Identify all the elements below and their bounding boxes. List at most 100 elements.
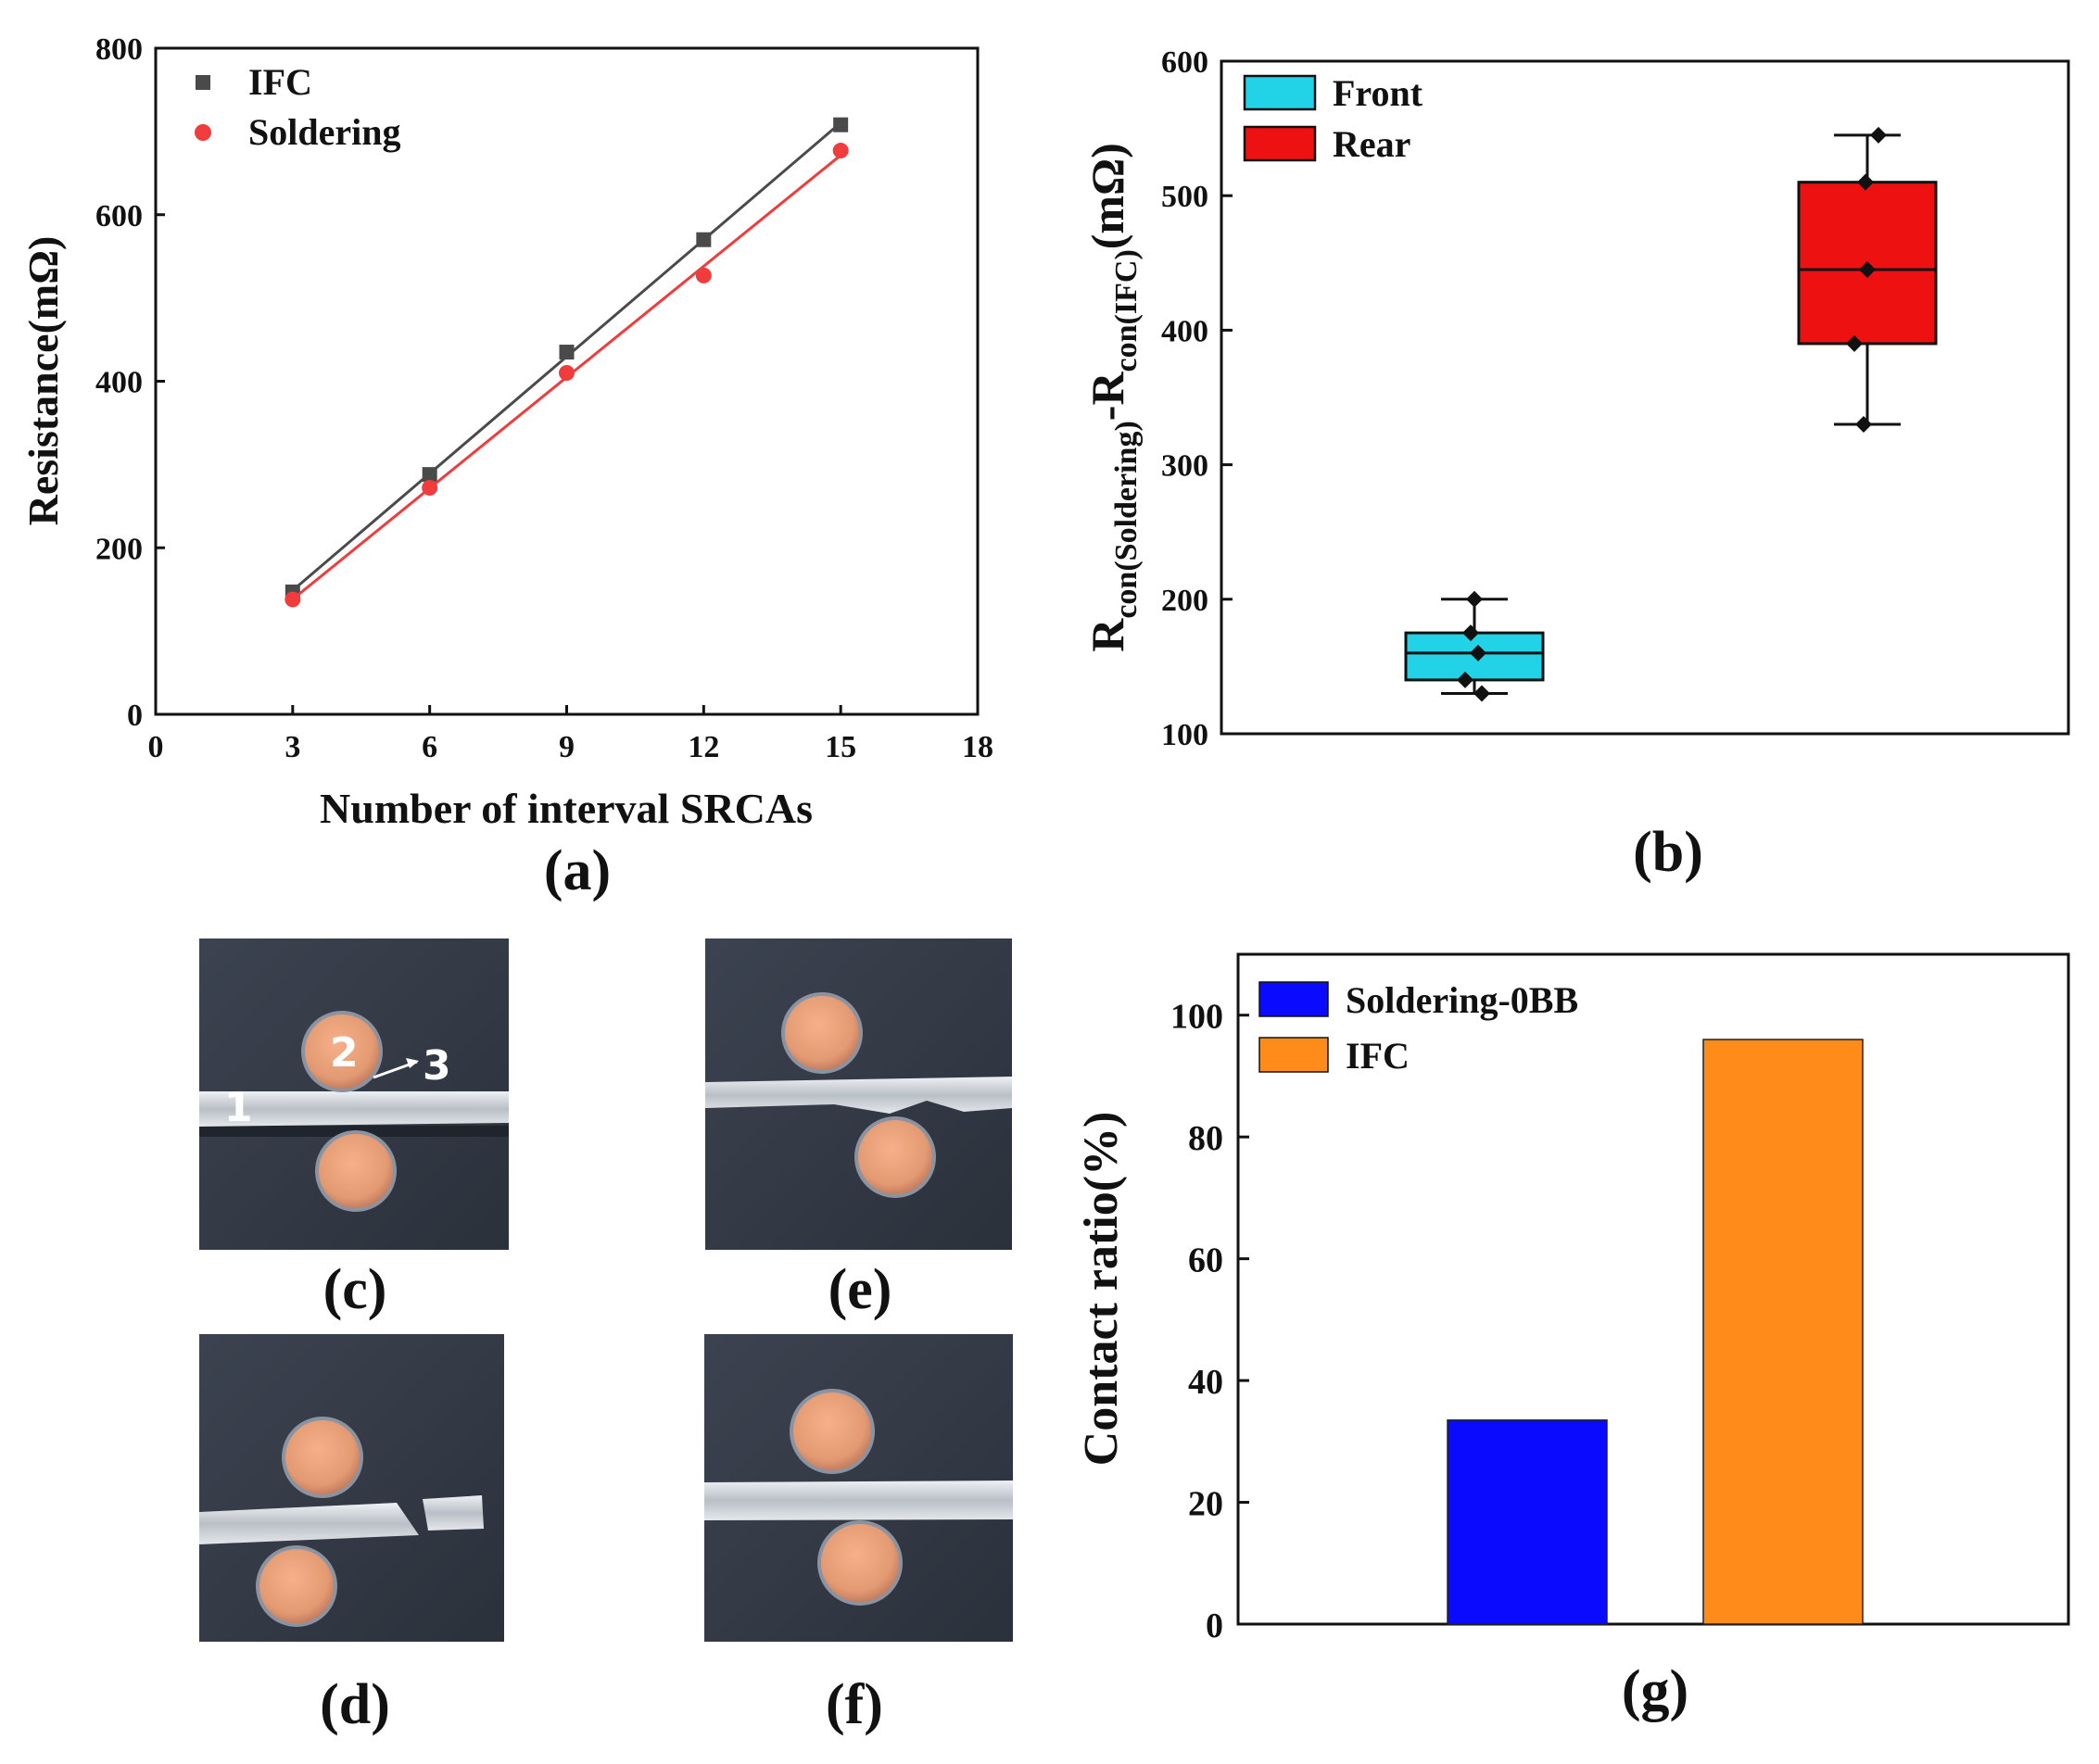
chart-b-frame: [1220, 59, 2070, 736]
chart-b-boxplot: 100 200 300 400 500 600 Front Rear Rcon(Solde…: [1081, 45, 2070, 884]
panel-label-c: (c): [323, 1258, 387, 1321]
b-ytick-label: 200: [1161, 584, 1208, 618]
panel-label-g: (g): [1622, 1659, 1688, 1722]
a-point-soldering: [832, 143, 849, 159]
g-bar-ifc: [1702, 1039, 1864, 1625]
b-point-front: [1466, 590, 1483, 608]
legend-swatch-soldering-0bb: [1258, 981, 1329, 1017]
legend-front-label: Front: [1333, 72, 1423, 114]
b-ytick-label: 300: [1161, 449, 1208, 484]
a-point-soldering: [559, 365, 575, 382]
b-box-rear: [1797, 181, 1938, 346]
legend-swatch-ifc: [1258, 1037, 1329, 1073]
b-ytick-label: 400: [1161, 314, 1208, 348]
b-point-front: [1470, 644, 1486, 662]
annotation-3: 3: [423, 1042, 451, 1090]
g-ytick-label: 20: [1188, 1485, 1223, 1524]
panel-label-e: (e): [828, 1258, 892, 1321]
micrograph-d-bg: [199, 1334, 504, 1642]
a-point-soldering: [422, 480, 438, 497]
b-ytick-label: 600: [1161, 45, 1208, 80]
ylabel-unit: (mΩ): [1081, 143, 1133, 249]
a-point-ifc: [422, 467, 437, 483]
micrograph-e-ribbon: [705, 1077, 1012, 1114]
a-xtick-label: 18: [962, 730, 993, 764]
panel-label-f: (f): [826, 1673, 883, 1736]
chart-b-ticks: 100 200 300 400 500 600: [1161, 45, 1233, 752]
a-xtick-label: 15: [825, 730, 856, 764]
legend-soldering-label: Soldering: [248, 111, 400, 153]
g-ytick-label: 80: [1188, 1119, 1223, 1158]
chart-a-ticks: 0 3 6 9 12 15 18 0 200 400 600 800: [95, 32, 993, 764]
chart-a-ylabel: Resistance(mΩ): [19, 236, 67, 526]
b-ytick-label: 500: [1161, 180, 1208, 214]
legend-ifc-label: IFC: [248, 61, 312, 103]
legend-marker-ifc: [196, 75, 210, 90]
ylabel-sub1: con(Soldering): [1109, 421, 1144, 618]
g-ytick-label: 60: [1188, 1241, 1223, 1280]
a-ytick-label: 800: [95, 32, 143, 67]
micrograph-f-wire-top: [790, 1389, 875, 1474]
micrograph-c: 1 2 3 (c): [199, 939, 509, 1321]
b-ytick-label: 100: [1161, 718, 1208, 752]
micrograph-f: (f): [704, 1334, 1013, 1736]
micrograph-d-wire-top: [282, 1417, 363, 1498]
a-xtick-label: 6: [422, 730, 437, 764]
a-point-soldering: [695, 267, 712, 284]
a-point-soldering: [285, 591, 301, 608]
a-xtick-label: 3: [285, 730, 300, 764]
panel-label-b: (b): [1633, 821, 1703, 884]
g-ytick-label: 100: [1170, 998, 1223, 1037]
legend-ifc-bar-label: IFC: [1346, 1035, 1410, 1077]
chart-a-resistance: 0 3 6 9 12 15 18 0 200 400 600 800 IFC Soldering Nu…: [19, 32, 993, 902]
a-xtick-label: 12: [688, 730, 719, 764]
chart-g-contact-ratio: 0 20 40 60 80 100 Soldering-0BB IFC Contact r…: [1075, 952, 2070, 1722]
b-point-rear: [1870, 126, 1887, 144]
legend-soldering-0bb-label: Soldering-0BB: [1346, 979, 1578, 1021]
g-ytick-label: 0: [1206, 1606, 1223, 1645]
legend-swatch-rear: [1243, 125, 1317, 162]
legend-rear-label: Rear: [1333, 123, 1410, 165]
b-point-front: [1462, 624, 1479, 642]
micrograph-c-wire-bottom: [315, 1130, 397, 1212]
legend-marker-soldering: [195, 124, 211, 141]
a-xtick-label: 9: [559, 730, 575, 764]
legend-swatch-front: [1243, 74, 1317, 111]
panel-label-d: (d): [320, 1673, 390, 1736]
micrograph-e: (e): [705, 939, 1012, 1321]
a-ytick-label: 200: [95, 532, 143, 566]
a-ytick-label: 0: [127, 699, 143, 733]
a-point-ifc: [833, 117, 849, 132]
b-point-front: [1457, 671, 1473, 688]
micrograph-f-ribbon: [704, 1480, 1013, 1520]
chart-g-frame: [1236, 952, 2070, 1626]
b-point-front: [1473, 685, 1490, 702]
micrograph-e-wire-bottom: [854, 1116, 936, 1198]
micrograph-d-ribbon: [199, 1503, 419, 1544]
micrograph-d: (d): [199, 1334, 504, 1736]
b-point-rear: [1855, 416, 1872, 434]
annotation-1: 1: [224, 1084, 253, 1131]
micrograph-d-wire-bottom: [256, 1545, 337, 1627]
micrograph-f-wire-bottom: [817, 1520, 903, 1606]
ylabel-sub2: con(IFC): [1109, 249, 1144, 372]
ylabel-r1: R: [1081, 618, 1133, 652]
g-ytick-label: 40: [1188, 1363, 1223, 1402]
micrograph-c-ribbon: [199, 1091, 509, 1127]
chart-g-marks: [1447, 1039, 1864, 1625]
a-ytick-label: 600: [95, 199, 143, 233]
annotation-2: 2: [330, 1029, 359, 1077]
g-bar-soldering-0bb: [1447, 1419, 1608, 1625]
b-point-rear: [1846, 334, 1863, 352]
chart-a-xlabel: Number of interval SRCAs: [320, 785, 813, 832]
chart-g-ylabel: Contact ratio(%): [1075, 1112, 1128, 1467]
chart-b-marks: [1404, 126, 1938, 702]
b-point-rear: [1857, 173, 1874, 191]
chart-b-ylabel: Rcon(Soldering)-Rcon(IFC)(mΩ): [1081, 143, 1144, 652]
a-xtick-label: 0: [148, 730, 164, 764]
chart-g-ticks: 0 20 40 60 80 100: [1170, 998, 1249, 1645]
panel-label-a: (a): [544, 839, 611, 902]
a-point-ifc: [696, 232, 712, 247]
micrograph-d-ribbon-fragment: [423, 1495, 484, 1531]
ylabel-r2: -R: [1081, 372, 1133, 422]
